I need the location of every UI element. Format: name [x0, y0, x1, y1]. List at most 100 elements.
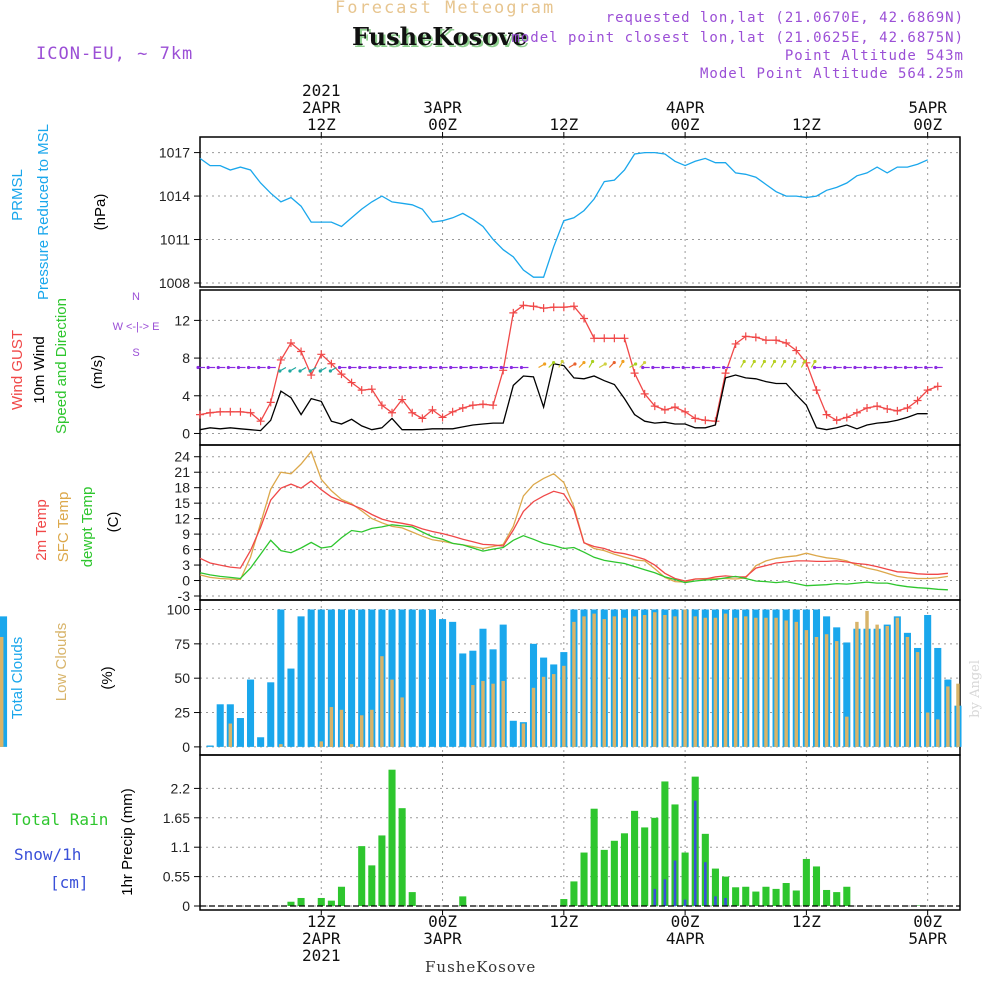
rain-bar [671, 804, 679, 906]
low-cloud-bar [946, 686, 950, 747]
wind-arrow-head [590, 359, 595, 364]
wind-arrow-head [783, 359, 787, 364]
pressure-line [199, 151, 928, 278]
wind-speed-direction-label: Speed and Direction [53, 298, 70, 434]
wind-arrow-head [803, 359, 807, 364]
total-cloud-bar [0, 616, 8, 747]
low-cloud-bar [885, 625, 889, 747]
gust-marker [923, 386, 932, 395]
gust-marker [751, 333, 760, 342]
pressure-label-msl: Pressure Reduced to MSL [35, 124, 52, 300]
wind-arrow-head [772, 359, 777, 364]
compass-south: S [132, 347, 139, 359]
wind-arrow-head [762, 359, 767, 364]
gust-marker [600, 334, 609, 343]
wind-arrow-head [469, 365, 473, 370]
snow-label: Snow/1h [14, 845, 81, 864]
gust-marker [549, 303, 558, 312]
total-cloud-bar [843, 642, 851, 747]
low-cloud-bar [592, 613, 596, 747]
low-clouds-label: Low Clouds [53, 623, 70, 701]
low-cloud-bar [501, 680, 505, 747]
grid-lines [200, 137, 960, 910]
rain-bar [560, 899, 568, 906]
rain-bar [459, 896, 467, 906]
rain-bar [812, 866, 821, 906]
low-cloud-bar [572, 621, 576, 747]
low-cloud-bar [895, 617, 900, 747]
y-tick-label: 24 [174, 449, 190, 465]
gust-marker [236, 407, 245, 416]
rain-bar [914, 905, 922, 906]
closest-coords: model point closest lon,lat (21.0625E, 4… [511, 30, 964, 46]
total-cloud-bar [348, 609, 356, 747]
gust-marker [671, 403, 679, 412]
snow-bar [653, 888, 657, 906]
gust-marker [893, 406, 902, 415]
wind-arrow-head [308, 369, 312, 373]
gust-marker [539, 304, 548, 313]
gust-markers [196, 301, 942, 426]
gust-marker [458, 404, 467, 413]
wind-arrow-head [246, 365, 251, 370]
y-tick-label: 2.2 [171, 780, 191, 796]
low-cloud-bar [814, 636, 819, 747]
rain-bar [732, 887, 740, 906]
top-time-label: 12Z [307, 115, 336, 134]
wind-arrow-head [398, 365, 402, 370]
total-cloud-bar [307, 609, 315, 747]
top-time-label: 12Z [792, 115, 821, 134]
wind-10m-label: 10m Wind [31, 336, 48, 404]
bottom-time-label: 3APR [423, 929, 462, 948]
y-tick-label: 0 [182, 425, 190, 441]
gust-marker [408, 408, 417, 417]
snow-bar [714, 896, 717, 906]
wind-arrow-head [853, 365, 857, 370]
rain-bar [600, 849, 608, 906]
wind-arrow-head [328, 369, 332, 373]
y-tick-label: 0 [182, 739, 190, 755]
gust-marker [741, 332, 750, 341]
wind-arrow-head [378, 365, 382, 370]
gust-marker [772, 336, 781, 345]
gust-marker [266, 398, 275, 407]
gust-marker [660, 405, 669, 414]
gust-marker [863, 404, 872, 413]
total-cloud-bar [277, 609, 285, 747]
wind-arrow-head [681, 365, 685, 370]
wind-arrow-head [418, 365, 422, 370]
low-cloud-bar [359, 715, 364, 747]
rain-bar [408, 892, 416, 906]
snow-bar [673, 860, 677, 906]
pressure-label-prmsl: PRMSL [9, 169, 26, 221]
gust-marker [388, 408, 397, 417]
total-cloud-bar [368, 609, 376, 747]
gust-marker [873, 402, 882, 411]
y-tick-label: 50 [174, 670, 190, 686]
y-tick-label: 1.1 [171, 839, 191, 855]
rain-bar [358, 846, 366, 906]
rain-bar [368, 865, 376, 906]
wind-arrow-head [813, 359, 817, 364]
total-cloud-bar [246, 679, 255, 747]
low-cloud-bar [562, 665, 566, 747]
gust-marker [297, 347, 306, 356]
temp-2m-line [199, 480, 948, 582]
low-cloud-bar [521, 723, 526, 747]
low-cloud-bar [693, 616, 697, 747]
location-title: FusheKosove [352, 22, 528, 51]
wind-arrow-head [893, 365, 897, 370]
low-cloud-bar [390, 679, 394, 747]
rain-bar [297, 897, 305, 906]
low-cloud-bar [329, 707, 334, 747]
gust-marker [822, 410, 831, 419]
total-rain-label: Total Rain [12, 810, 108, 829]
total-cloud-bar [358, 609, 366, 747]
gust-marker [852, 408, 861, 417]
total-clouds-label: Total Clouds [9, 637, 26, 720]
top-time-label: 00Z [671, 115, 700, 134]
y-tick-label: 0 [182, 573, 190, 589]
wind-arrow-head [752, 359, 756, 364]
panel-frame-5 [199, 754, 961, 911]
wind-arrow-head [267, 365, 271, 370]
